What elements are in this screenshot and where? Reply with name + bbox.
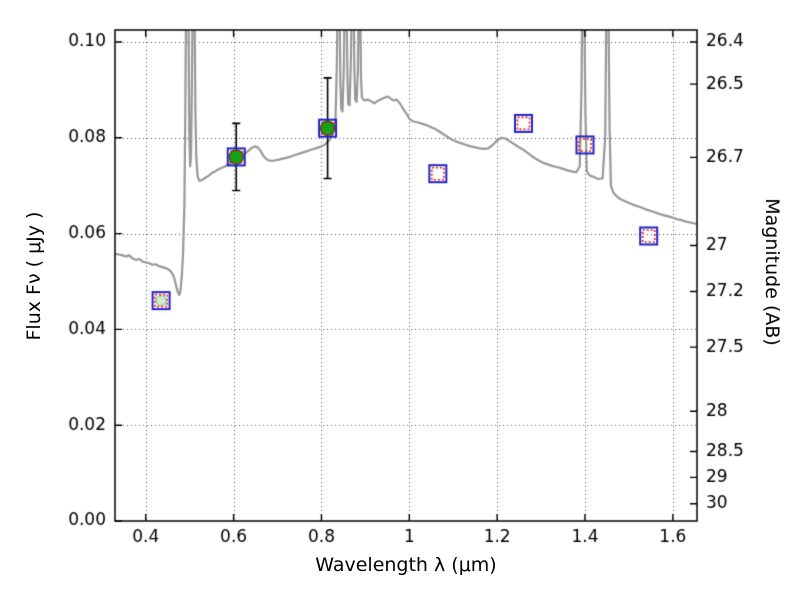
x-axis-title: Wavelength λ (μm)	[315, 554, 497, 576]
right-axis-title: Magnitude (AB)	[761, 198, 783, 346]
left-axis-title: Flux Fν ( μJy )	[23, 211, 45, 341]
